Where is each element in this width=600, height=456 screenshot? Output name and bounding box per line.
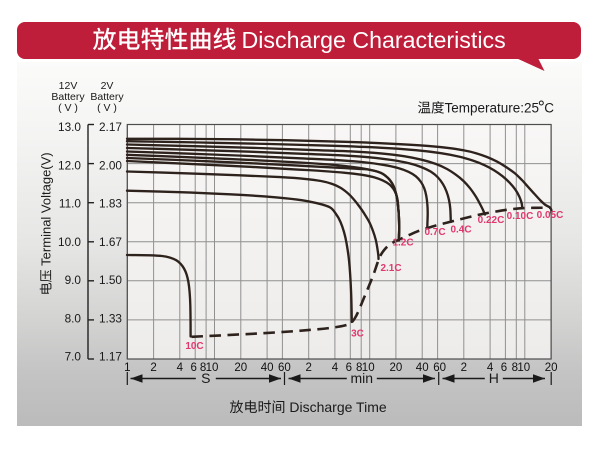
svg-text:8: 8 [512,362,518,374]
svg-text:0.7C: 0.7C [424,227,445,238]
svg-text:2: 2 [461,362,467,374]
svg-text:13.0: 13.0 [58,120,81,134]
svg-text:Temperature:25: Temperature:25 [445,101,540,116]
svg-text:( V ): ( V ) [97,102,117,114]
svg-text:2.1C: 2.1C [380,263,401,274]
svg-text:3C: 3C [351,329,364,340]
svg-text:Terminal Voltage(V): Terminal Voltage(V) [39,152,54,265]
svg-text:10: 10 [517,362,530,374]
svg-text:C: C [544,101,554,116]
svg-text:2V: 2V [101,80,114,92]
svg-text:6: 6 [501,362,507,374]
svg-text:S: S [201,370,210,386]
svg-text:2.00: 2.00 [99,158,122,172]
svg-text:40: 40 [261,362,274,374]
svg-text:8: 8 [200,362,206,374]
svg-text:0.10C: 0.10C [507,211,534,222]
svg-text:20: 20 [234,362,247,374]
svg-text:12.0: 12.0 [58,158,81,172]
svg-text:40: 40 [416,362,429,374]
svg-text:Battery: Battery [51,91,85,103]
svg-text:1.50: 1.50 [99,273,122,287]
svg-text:7.0: 7.0 [65,350,82,364]
svg-text:2.17: 2.17 [99,120,122,134]
svg-text:( V ): ( V ) [58,102,78,114]
svg-text:4: 4 [177,362,184,374]
svg-text:10.0: 10.0 [58,235,81,249]
svg-text:1.67: 1.67 [99,235,122,249]
svg-text:20: 20 [390,362,403,374]
svg-text:0.22C: 0.22C [478,215,505,226]
svg-text:1.2C: 1.2C [392,238,413,249]
svg-text:8: 8 [356,362,362,374]
svg-text:60: 60 [433,362,446,374]
svg-text:6: 6 [346,362,352,374]
svg-text:6: 6 [190,362,196,374]
svg-text:10: 10 [362,362,375,374]
svg-text:60: 60 [278,362,291,374]
svg-text:4: 4 [332,362,339,374]
svg-text:1.33: 1.33 [99,311,122,325]
svg-text:10C: 10C [185,341,203,352]
svg-text:20: 20 [545,362,558,374]
svg-text:11.0: 11.0 [59,197,82,211]
svg-text:0.05C: 0.05C [537,210,564,221]
svg-text:9.0: 9.0 [65,273,82,287]
svg-text:min: min [351,370,374,386]
svg-text:1.83: 1.83 [99,197,122,211]
svg-text:8.0: 8.0 [65,311,82,325]
svg-text:H: H [489,370,499,386]
svg-text:2: 2 [150,362,156,374]
svg-text:10: 10 [206,362,219,374]
svg-text:12V: 12V [59,80,78,92]
svg-text:4: 4 [487,362,494,374]
svg-text:2: 2 [305,362,311,374]
svg-text:1: 1 [124,362,130,374]
svg-text:Discharge Time: Discharge Time [289,399,386,415]
svg-text:1.17: 1.17 [99,350,122,364]
svg-text:Battery: Battery [90,91,124,103]
svg-text:0.4C: 0.4C [450,225,471,236]
svg-text:Discharge Characteristics: Discharge Characteristics [242,27,506,53]
